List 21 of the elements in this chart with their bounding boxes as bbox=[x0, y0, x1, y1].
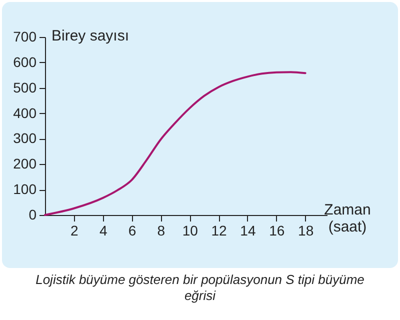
x-tick-label: 16 bbox=[269, 222, 285, 238]
y-tick-label: 400 bbox=[13, 104, 37, 121]
y-tick-label: 500 bbox=[13, 79, 37, 96]
y-axis-title: Birey sayısı bbox=[52, 28, 130, 44]
y-tick-label: 200 bbox=[13, 156, 37, 172]
y-tick-label: 0 bbox=[28, 206, 37, 222]
y-tick-label: 300 bbox=[13, 130, 37, 146]
line-series bbox=[44, 71, 306, 216]
x-tick-label: 10 bbox=[182, 222, 198, 238]
x-tick-label: 18 bbox=[298, 222, 314, 238]
y-tick-label: 600 bbox=[13, 54, 37, 70]
x-axis-title: Zaman (saat) bbox=[324, 202, 371, 236]
y-tick-label: 100 bbox=[13, 181, 37, 198]
x-tick-label: 8 bbox=[157, 222, 166, 238]
text: Lojistik büyüme gösteren bir popülasyonun S tipi büyüme eğrisi bbox=[34, 272, 366, 304]
x-tick-label: 12 bbox=[211, 222, 228, 238]
x-tick-label: 2 bbox=[70, 222, 79, 238]
x-tick-label: 6 bbox=[128, 222, 136, 238]
y-tick-label: 700 bbox=[13, 28, 37, 44]
x-tick-label: 4 bbox=[99, 222, 108, 238]
x-tick-label: 14 bbox=[240, 222, 256, 238]
